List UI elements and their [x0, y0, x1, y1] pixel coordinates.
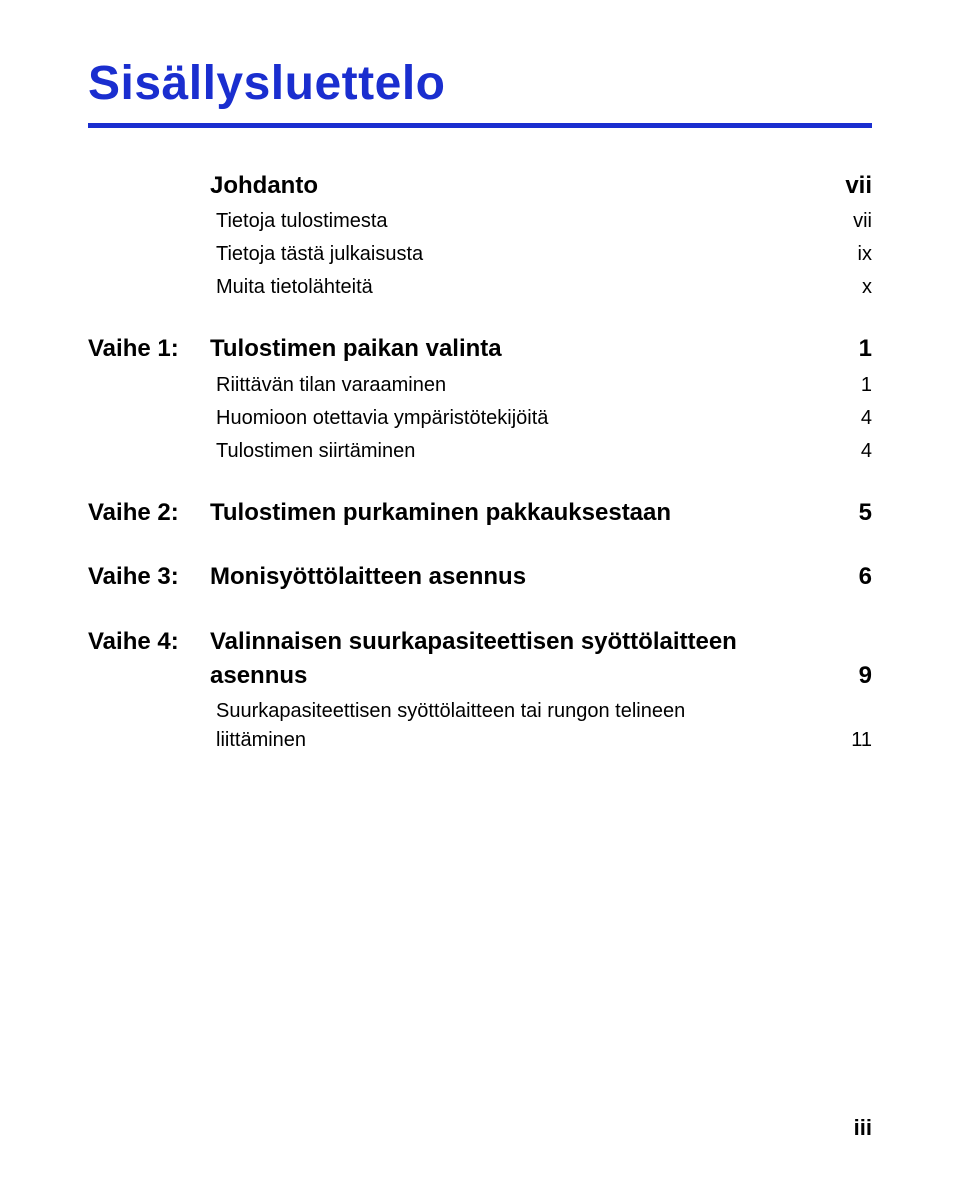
- toc-row: Huomioon otettavia ympäristötekijöitä 4: [88, 405, 872, 432]
- toc-entry-label: Tietoja tulostimesta: [88, 210, 390, 232]
- title-rule: [88, 123, 872, 128]
- toc-row: Vaihe 1:Tulostimen paikan valinta 1: [88, 333, 872, 365]
- toc-entry-label: Muita tietolähteitä: [88, 276, 375, 298]
- toc-entry-page: vii: [843, 170, 872, 202]
- toc-entry-label: Vaihe 4:Valinnaisen suurkapasiteettisen …: [88, 628, 739, 655]
- toc-prefix: Vaihe 4:: [88, 626, 210, 658]
- toc-row: Johdanto vii: [88, 170, 872, 202]
- toc-entry-label: Vaihe 1:Tulostimen paikan valinta: [88, 335, 504, 362]
- toc-row-continuation: asennus 9: [88, 660, 872, 692]
- toc-entry-page: x: [860, 274, 872, 301]
- page-title: Sisällysluettelo: [88, 56, 872, 111]
- toc-row: Vaihe 4:Valinnaisen suurkapasiteettisen …: [88, 626, 872, 658]
- toc-entry-label: Riittävän tilan varaaminen: [88, 374, 448, 396]
- toc-entry-page: 1: [857, 333, 872, 365]
- toc-row: Vaihe 2:Tulostimen purkaminen pakkaukses…: [88, 497, 872, 529]
- page-number: iii: [854, 1115, 872, 1141]
- toc-page-container: Sisällysluettelo JohdantoviiTietoja tulo…: [0, 0, 960, 1185]
- toc-row: Muita tietolähteitä x: [88, 274, 872, 301]
- toc-entry-label: Vaihe 2:Tulostimen purkaminen pakkaukses…: [88, 499, 673, 526]
- toc-entry-page: 4: [859, 438, 872, 465]
- toc-row: Suurkapasiteettisen syöttölaitteen tai r…: [88, 698, 872, 725]
- toc-entry-label: Suurkapasiteettisen syöttölaitteen tai r…: [88, 700, 687, 722]
- toc-row: Tietoja tästä julkaisusta ix: [88, 241, 872, 268]
- toc-prefix: Vaihe 1:: [88, 333, 210, 365]
- toc-entry-page: ix: [856, 241, 872, 268]
- toc-entry-label: liittäminen: [88, 729, 308, 751]
- toc-entry-label: Vaihe 3:Monisyöttölaitteen asennus: [88, 563, 528, 590]
- toc-entry-label: Huomioon otettavia ympäristötekijöitä: [88, 407, 550, 429]
- toc-entry-label: asennus: [88, 662, 309, 689]
- toc-entry-label: Tulostimen siirtäminen: [88, 440, 417, 462]
- toc-entry-page: 11: [849, 727, 872, 754]
- toc-list: JohdantoviiTietoja tulostimestaviiTietoj…: [88, 170, 872, 754]
- toc-entry-page: 4: [859, 405, 872, 432]
- toc-entry-page: 6: [857, 561, 872, 593]
- toc-entry-page: vii: [851, 208, 872, 235]
- toc-entry-page: 1: [859, 372, 872, 399]
- toc-prefix: Vaihe 3:: [88, 561, 210, 593]
- toc-row: Tietoja tulostimesta vii: [88, 208, 872, 235]
- toc-entry-page: 9: [857, 660, 872, 692]
- toc-entry-label: Tietoja tästä julkaisusta: [88, 243, 425, 265]
- toc-row: Tulostimen siirtäminen 4: [88, 438, 872, 465]
- toc-prefix: Vaihe 2:: [88, 497, 210, 529]
- toc-row-continuation: liittäminen 11: [88, 727, 872, 754]
- toc-entry-page: 5: [857, 497, 872, 529]
- toc-row: Riittävän tilan varaaminen 1: [88, 372, 872, 399]
- toc-row: Vaihe 3:Monisyöttölaitteen asennus 6: [88, 561, 872, 593]
- toc-entry-label: Johdanto: [88, 172, 320, 199]
